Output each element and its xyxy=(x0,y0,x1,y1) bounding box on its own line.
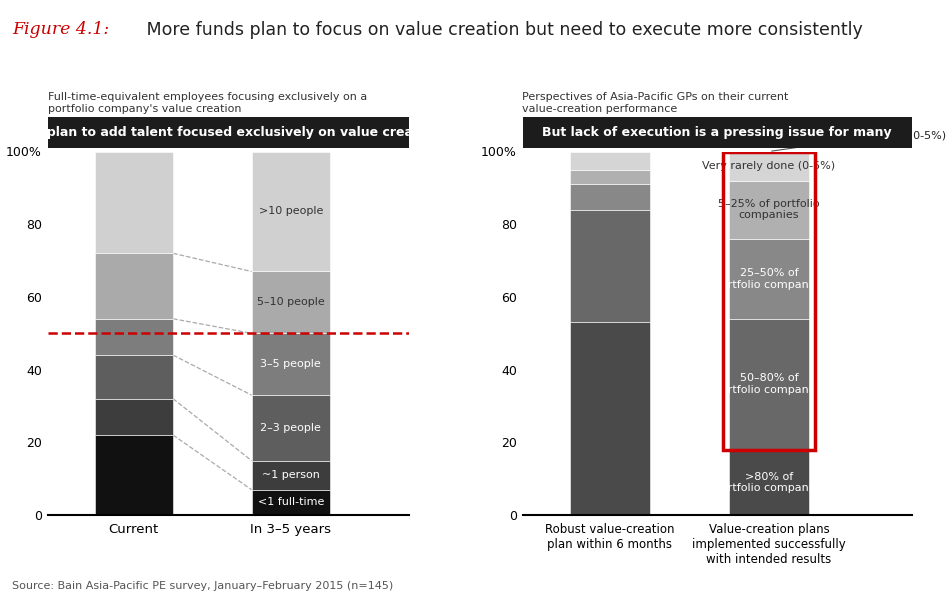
Text: ~1 person: ~1 person xyxy=(262,470,320,480)
Bar xyxy=(252,333,330,395)
Bar xyxy=(730,152,808,181)
Bar xyxy=(730,450,808,515)
Bar xyxy=(95,355,173,399)
Bar xyxy=(95,435,173,515)
Bar xyxy=(730,239,808,319)
Text: 25–50% of
portfolio companies: 25–50% of portfolio companies xyxy=(713,268,825,290)
Text: More funds plan to focus on value creation but need to execute more consistently: More funds plan to focus on value creati… xyxy=(141,21,863,39)
Text: 2–3 people: 2–3 people xyxy=(260,423,321,433)
Text: >80% of
portfolio companies: >80% of portfolio companies xyxy=(713,471,825,493)
Text: Perspectives of Asia-Pacific GPs on their current
value-creation performance: Perspectives of Asia-Pacific GPs on thei… xyxy=(522,92,788,114)
Bar xyxy=(570,322,650,515)
Bar xyxy=(252,490,330,515)
Bar xyxy=(252,271,330,333)
Text: 50–80% of
portfolio companies: 50–80% of portfolio companies xyxy=(713,373,825,395)
Bar xyxy=(95,152,173,253)
Bar xyxy=(570,184,650,210)
Bar xyxy=(570,210,650,322)
Text: GPs plan to add talent focused exclusively on value creation: GPs plan to add talent focused exclusive… xyxy=(16,126,440,139)
Text: But lack of execution is a pressing issue for many: But lack of execution is a pressing issu… xyxy=(542,126,892,139)
Bar xyxy=(95,399,173,435)
Bar xyxy=(723,152,815,450)
Text: Very rarely done (0-5%): Very rarely done (0-5%) xyxy=(771,130,946,151)
Bar xyxy=(570,152,650,170)
Bar xyxy=(252,461,330,490)
Text: <1 full-time: <1 full-time xyxy=(257,498,324,507)
Bar xyxy=(95,253,173,319)
Text: Full-time-equivalent employees focusing exclusively on a
portfolio company's val: Full-time-equivalent employees focusing … xyxy=(48,92,367,114)
Text: 5–10 people: 5–10 people xyxy=(256,298,325,307)
Bar xyxy=(252,152,330,271)
Bar xyxy=(730,181,808,239)
Text: Very rarely done (0-5%): Very rarely done (0-5%) xyxy=(702,161,835,171)
Bar xyxy=(95,319,173,355)
Text: Figure 4.1:: Figure 4.1: xyxy=(12,21,109,38)
Bar xyxy=(252,395,330,461)
Text: >10 people: >10 people xyxy=(258,207,323,216)
Bar xyxy=(730,319,808,450)
Text: Source: Bain Asia-Pacific PE survey, January–February 2015 (n=145): Source: Bain Asia-Pacific PE survey, Jan… xyxy=(12,581,393,591)
Text: 3–5 people: 3–5 people xyxy=(260,359,321,369)
Text: 5–25% of portfolio
companies: 5–25% of portfolio companies xyxy=(718,199,820,221)
Bar xyxy=(570,170,650,184)
